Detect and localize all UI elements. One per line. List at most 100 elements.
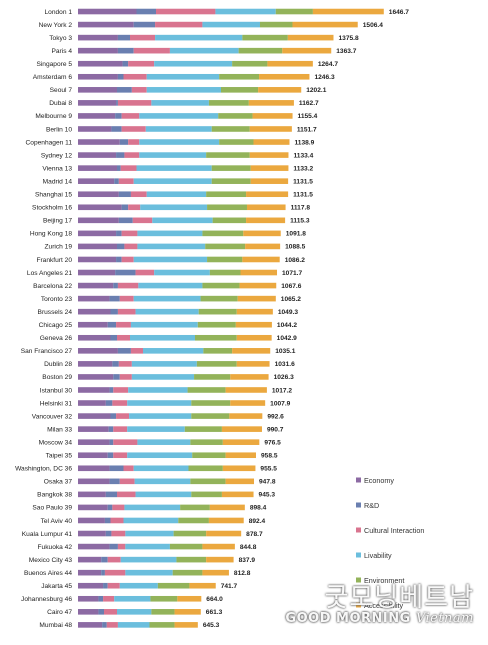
bar-segment-r-d-cairo-47: [98, 609, 104, 615]
bar-segment-accessibility-kuala-lumpur-41: [206, 530, 242, 537]
bar-segment-livability-boston-29: [131, 374, 195, 380]
bar-segment-livability-london-1: [215, 8, 276, 15]
bar-segment-livability-tel-aviv-40: [123, 517, 179, 524]
bar-segment-cultural-interaction-new-york-2: [155, 21, 203, 28]
bar-segment-r-d-milan-33: [108, 426, 114, 432]
total-label-boston-29: 1026.3: [274, 374, 295, 381]
bar-segment-cultural-interaction-paris-4: [133, 47, 170, 54]
bar-segment-r-d-zurich-19: [116, 243, 125, 250]
bar-segment-livability-frankfurt-20: [133, 256, 208, 263]
category-label-singapore-5: Singapore 5: [36, 61, 72, 68]
bar-segment-r-d-geneva-26: [110, 334, 117, 341]
bar-segment-cultural-interaction-bangkok-38: [116, 491, 136, 498]
total-label-sao-paulo-39: 898.4: [250, 505, 267, 512]
bar-segment-economy-geneva-26: [78, 334, 111, 341]
bar-segment-r-d-dubai-8: [116, 100, 118, 106]
bar-segment-economy-tel-aviv-40: [78, 517, 105, 524]
bar-segment-r-d-shanghai-15: [118, 191, 131, 198]
bar-segment-economy-chicago-25: [78, 321, 108, 328]
bar-segment-livability-zurich-19: [137, 243, 206, 250]
total-label-berlin-10: 1151.7: [297, 126, 317, 133]
bar-segment-accessibility-milan-33: [221, 426, 262, 432]
total-label-fukuoka-42: 844.8: [240, 544, 257, 551]
bar-segment-economy-frankfurt-20: [78, 256, 117, 263]
bar-segment-economy-kuala-lumpur-41: [78, 530, 106, 537]
total-label-buenos-aires-44: 812.8: [234, 570, 251, 577]
category-label-helsinki-31: Helsinki 31: [40, 400, 73, 407]
bar-segment-r-d-brussels-24: [110, 308, 118, 315]
category-label-hong-kong-18: Hong Kong 18: [30, 231, 72, 238]
bar-segment-cultural-interaction-washington-dc-36: [123, 465, 134, 472]
bar-segment-economy-paris-4: [78, 47, 118, 54]
total-label-milan-33: 990.7: [267, 426, 284, 433]
total-labels: 1646.7 1506.4 1375.8 1363.7 1264.7 1246.3 1202…: [203, 9, 409, 629]
total-label-los-angeles-21: 1071.7: [282, 270, 303, 277]
bar-segment-livability-los-angeles-21: [154, 269, 210, 276]
bar-segment-accessibility-copenhagen-11: [253, 139, 290, 145]
bar-segment-accessibility-taipei-35: [225, 452, 256, 459]
category-label-amsterdam-6: Amsterdam 6: [33, 74, 73, 81]
bar-segment-livability-milan-33: [127, 426, 185, 432]
bar-segment-accessibility-mexico-city-43: [206, 556, 234, 563]
total-label-stockholm-16: 1117.8: [291, 205, 311, 212]
bar-segment-r-d-tel-aviv-40: [104, 517, 111, 524]
bar-segment-environment-barcelona-22: [202, 282, 240, 289]
bar-segment-r-d-istanbul-30: [109, 387, 114, 393]
category-label-madrid-14: Madrid 14: [43, 178, 73, 185]
bar-segment-r-d-melbourne-9: [115, 113, 122, 119]
bar-segment-environment-seoul-7: [220, 87, 259, 93]
bar-segment-cultural-interaction-vienna-13: [120, 165, 137, 171]
category-label-seoul-7: Seoul 7: [50, 87, 73, 94]
bar-segment-economy-brussels-24: [78, 308, 111, 315]
bar-segment-livability-fukuoka-42: [125, 543, 170, 550]
bar-segment-livability-vienna-13: [136, 165, 212, 171]
bar-segment-economy-beijing-17: [78, 217, 119, 224]
bar-segment-accessibility-fukuoka-42: [202, 543, 235, 550]
category-label-chicago-25: Chicago 25: [39, 322, 73, 329]
legend-label-environment: Environment: [364, 576, 404, 585]
bar-segment-environment-zurich-19: [205, 243, 246, 250]
total-label-zurich-19: 1088.5: [285, 244, 306, 251]
bar-segment-cultural-interaction-brussels-24: [117, 308, 136, 315]
legend-swatch-cultural-interaction: [356, 527, 361, 533]
total-label-bangkok-38: 945.3: [259, 492, 276, 499]
bar-segment-environment-sao-paulo-39: [180, 504, 210, 511]
bar-segment-economy-stockholm-16: [78, 204, 122, 211]
total-label-moscow-34: 976.5: [264, 439, 281, 446]
bar-segment-environment-helsinki-31: [191, 400, 231, 406]
category-label-barcelona-22: Barcelona 22: [33, 283, 72, 290]
category-label-bangkok-38: Bangkok 38: [37, 492, 72, 499]
category-label-stockholm-16: Stockholm 16: [32, 205, 72, 212]
bar-segment-economy-london-1: [78, 8, 137, 15]
bar-segment-environment-madrid-14: [211, 178, 251, 184]
bar-segment-economy-istanbul-30: [78, 387, 110, 393]
bar-segment-livability-kuala-lumpur-41: [125, 530, 174, 537]
bar-segment-r-d-london-1: [136, 8, 156, 15]
bar-segment-environment-mumbai-48: [149, 622, 175, 628]
bar-segment-r-d-berlin-10: [111, 126, 122, 132]
bar-segment-accessibility-frankfurt-20: [242, 256, 280, 263]
bar-segment-economy-madrid-14: [78, 178, 115, 184]
bar-segment-accessibility-istanbul-30: [225, 387, 267, 393]
category-label-geneva-26: Geneva 26: [40, 335, 73, 342]
bar-segment-r-d-chicago-25: [107, 321, 117, 328]
legend-label-accessibility: Accessibility: [364, 601, 404, 610]
bar-segment-r-d-vancouver-32: [110, 413, 117, 419]
bar-segment-environment-brussels-24: [198, 308, 237, 315]
bar-segment-economy-new-york-2: [78, 21, 134, 28]
total-label-geneva-26: 1042.9: [277, 335, 298, 342]
total-label-new-york-2: 1506.4: [363, 22, 384, 29]
bar-segment-accessibility-singapore-5: [267, 60, 313, 67]
bar-segment-r-d-barcelona-22: [113, 282, 118, 289]
bar-segment-livability-san-francisco-27: [142, 348, 204, 354]
total-label-sydney-12: 1133.4: [293, 152, 313, 159]
bar-segment-economy-copenhagen-11: [78, 139, 120, 145]
category-label-istanbul-30: Istanbul 30: [40, 387, 73, 394]
bar-segment-economy-dubai-8: [78, 100, 117, 106]
bar-segment-r-d-fukuoka-42: [109, 543, 118, 550]
bar-segment-environment-bangkok-38: [191, 491, 222, 498]
bar-segment-economy-zurich-19: [78, 243, 117, 250]
bar-segment-accessibility-san-francisco-27: [232, 348, 271, 354]
bar-segment-cultural-interaction-mumbai-48: [106, 622, 118, 628]
total-label-copenhagen-11: 1138.9: [294, 139, 314, 146]
